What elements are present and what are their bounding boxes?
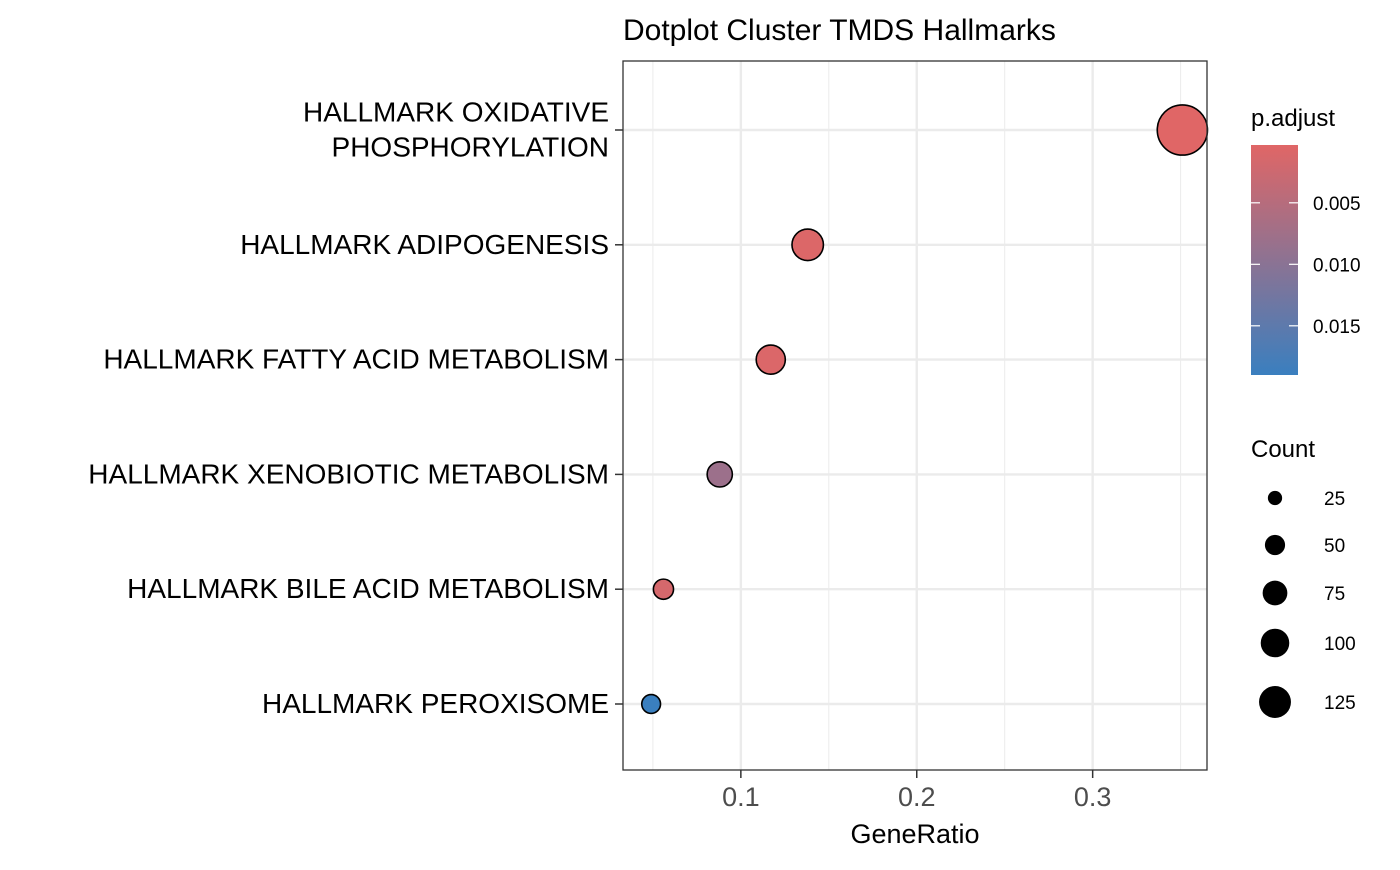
color-ticks: 0.005 0.010 0.015 (1251, 194, 1361, 338)
size-legend-label: 50 (1324, 536, 1345, 557)
y-tick-label: HALLMARK XENOBIOTIC METABOLISM (88, 458, 609, 489)
panel-grid (623, 61, 1207, 770)
size-legend-key (1264, 534, 1286, 556)
y-tick-label: HALLMARK OXIDATIVE (303, 97, 609, 128)
data-point (652, 578, 675, 601)
size-keys: 25 50 75 100 125 (1259, 489, 1356, 718)
points-layer (640, 104, 1209, 715)
data-point (1156, 104, 1209, 156)
x-axis-label: GeneRatio (850, 819, 979, 849)
color-legend-label: 0.015 (1313, 317, 1361, 338)
size-legend-title: Count (1251, 436, 1315, 463)
y-tick-label: PHOSPHORYLATION (332, 132, 609, 163)
color-legend: p.adjust 0.005 0.010 0.015 (1251, 105, 1361, 375)
size-legend-key (1259, 686, 1291, 718)
color-legend-label: 0.005 (1313, 194, 1361, 215)
data-point (640, 693, 662, 715)
chart-title: Dotplot Cluster TMDS Hallmarks (623, 14, 1056, 47)
size-legend-key (1267, 490, 1283, 506)
size-legend-key (1260, 628, 1290, 658)
x-tick-label: 0.1 (722, 782, 760, 812)
y-tick-label: HALLMARK BILE ACID METABOLISM (127, 573, 609, 604)
y-tick-label: HALLMARK FATTY ACID METABOLISM (103, 344, 609, 375)
size-legend-label: 75 (1324, 584, 1345, 605)
y-axis: HALLMARK OXIDATIVE PHOSPHORYLATION HALLMAR… (88, 97, 623, 719)
data-point (791, 228, 825, 262)
x-tick-label: 0.2 (898, 782, 936, 812)
x-axis: 0.1 0.2 0.3 (722, 770, 1111, 812)
size-legend-label: 100 (1324, 634, 1356, 655)
data-point (706, 460, 734, 488)
panel-border (622, 60, 1208, 771)
size-legend-label: 125 (1324, 693, 1356, 714)
color-legend-title: p.adjust (1251, 105, 1335, 132)
data-point (755, 344, 787, 375)
size-legend-key (1262, 580, 1288, 606)
color-legend-label: 0.010 (1313, 255, 1361, 276)
y-tick-label: HALLMARK ADIPOGENESIS (240, 229, 609, 260)
size-legend: Count 25 50 75 100 125 (1251, 436, 1356, 718)
size-legend-label: 25 (1324, 489, 1345, 510)
y-tick-label: HALLMARK PEROXISOME (262, 688, 609, 719)
color-bar (1251, 145, 1298, 375)
x-tick-label: 0.3 (1074, 782, 1112, 812)
